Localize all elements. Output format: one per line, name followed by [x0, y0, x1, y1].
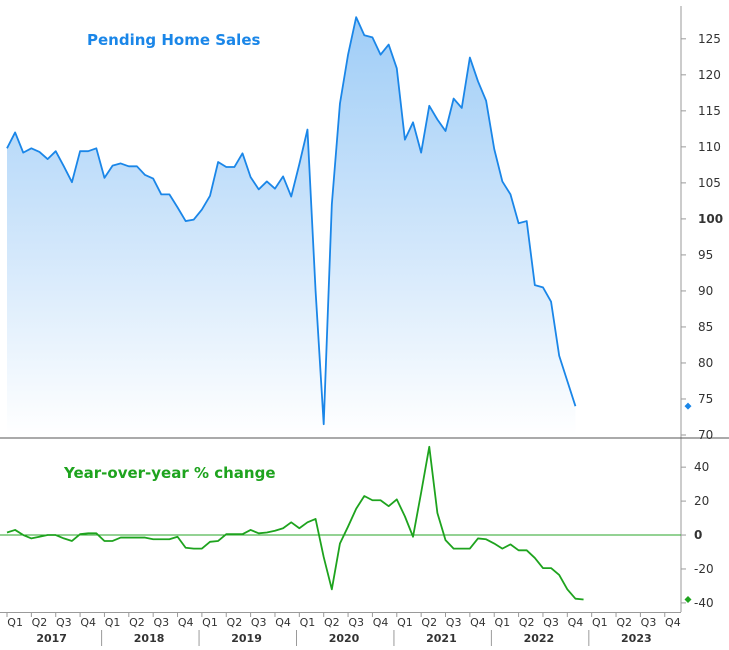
x-quarter-label: Q3	[56, 616, 72, 629]
x-quarter-label: Q4	[665, 616, 681, 629]
x-quarter-label: Q1	[592, 616, 608, 629]
y-tick-label-top: 85	[698, 320, 713, 334]
x-year-label: 2017	[36, 632, 67, 645]
y-tick-label-top: 125	[698, 32, 721, 46]
y-tick-label-top: 90	[698, 284, 713, 298]
top-chart-title: Pending Home Sales	[87, 31, 260, 49]
x-quarter-label: Q4	[568, 616, 584, 629]
x-quarter-label: Q2	[616, 616, 632, 629]
x-quarter-label: Q1	[397, 616, 413, 629]
x-quarter-label: Q2	[519, 616, 535, 629]
pending-sales-line	[6, 16, 577, 426]
x-quarter-label: Q3	[348, 616, 364, 629]
y-tick-label-bottom: 20	[694, 494, 709, 508]
pending-sales-area-fill	[7, 17, 576, 435]
x-quarter-label: Q1	[105, 616, 121, 629]
x-quarter-label: Q4	[373, 616, 389, 629]
y-tick-label-top: 120	[698, 68, 721, 82]
y-tick-label-top: 70	[698, 428, 713, 442]
x-quarter-label: Q1	[495, 616, 511, 629]
x-quarter-label: Q1	[7, 616, 23, 629]
x-year-label: 2021	[426, 632, 457, 645]
x-quarter-label: Q3	[446, 616, 462, 629]
x-quarter-label: Q3	[543, 616, 559, 629]
y-tick-label-top: 100	[698, 212, 723, 226]
x-quarter-label: Q2	[324, 616, 340, 629]
bottom-chart-title: Year-over-year % change	[63, 464, 276, 482]
x-year-label: 2018	[134, 632, 165, 645]
y-tick-label-top: 95	[698, 248, 713, 262]
y-tick-label-bottom: 40	[694, 460, 709, 474]
x-quarter-label: Q2	[421, 616, 437, 629]
x-quarter-label: Q1	[202, 616, 218, 629]
x-year-label: 2020	[329, 632, 360, 645]
y-tick-label-top: 105	[698, 176, 721, 190]
x-quarter-label: Q4	[275, 616, 291, 629]
x-year-label: 2019	[231, 632, 262, 645]
y-tick-label-bottom: -20	[694, 562, 714, 576]
x-quarter-label: Q4	[80, 616, 96, 629]
x-quarter-label: Q3	[251, 616, 267, 629]
x-quarter-label: Q1	[300, 616, 316, 629]
yoy-change-line	[6, 445, 584, 601]
x-quarter-label: Q2	[227, 616, 243, 629]
x-quarter-label: Q3	[641, 616, 657, 629]
last-value-marker-top	[684, 402, 692, 410]
y-tick-label-bottom: -40	[694, 596, 714, 610]
y-tick-label-top: 110	[698, 140, 721, 154]
y-tick-label-top: 75	[698, 392, 713, 406]
x-year-label: 2023	[621, 632, 652, 645]
x-quarter-label: Q4	[470, 616, 486, 629]
x-quarter-label: Q4	[178, 616, 194, 629]
x-year-label: 2022	[524, 632, 555, 645]
x-quarter-label: Q3	[153, 616, 169, 629]
x-quarter-label: Q2	[32, 616, 48, 629]
y-tick-label-top: 80	[698, 356, 713, 370]
x-quarter-label: Q2	[129, 616, 145, 629]
y-tick-label-top: 115	[698, 104, 721, 118]
last-value-marker-bottom	[684, 596, 692, 604]
y-tick-label-bottom: 0	[694, 528, 702, 542]
